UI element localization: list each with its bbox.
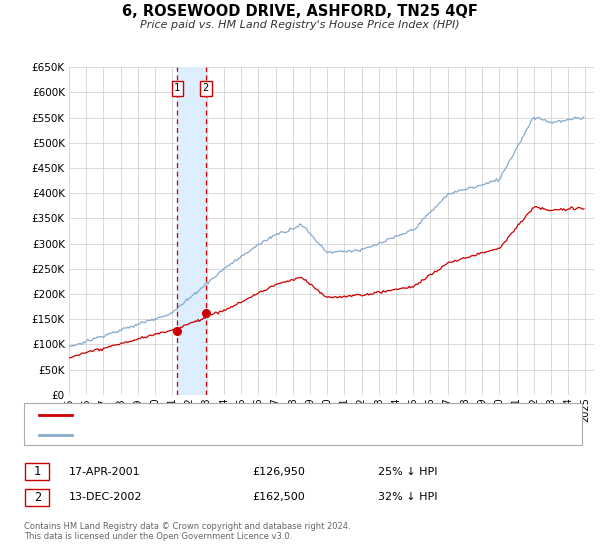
Text: 2: 2 (34, 491, 41, 504)
Text: 25% ↓ HPI: 25% ↓ HPI (378, 466, 437, 477)
Text: This data is licensed under the Open Government Licence v3.0.: This data is licensed under the Open Gov… (24, 532, 292, 541)
Bar (177, 67, 206, 395)
Text: Contains HM Land Registry data © Crown copyright and database right 2024.: Contains HM Land Registry data © Crown c… (24, 522, 350, 531)
Text: Price paid vs. HM Land Registry's House Price Index (HPI): Price paid vs. HM Land Registry's House … (140, 20, 460, 30)
Text: 6, ROSEWOOD DRIVE, ASHFORD, TN25 4QF: 6, ROSEWOOD DRIVE, ASHFORD, TN25 4QF (122, 4, 478, 19)
Text: 1: 1 (34, 465, 41, 478)
Text: 6, ROSEWOOD DRIVE, ASHFORD, TN25 4QF (detached house): 6, ROSEWOOD DRIVE, ASHFORD, TN25 4QF (de… (79, 409, 401, 419)
Text: 1: 1 (174, 83, 181, 94)
Text: 32% ↓ HPI: 32% ↓ HPI (378, 492, 437, 502)
Text: 2: 2 (203, 83, 209, 94)
Text: £126,950: £126,950 (252, 466, 305, 477)
Text: 17-APR-2001: 17-APR-2001 (69, 466, 140, 477)
Text: 13-DEC-2002: 13-DEC-2002 (69, 492, 143, 502)
Text: £162,500: £162,500 (252, 492, 305, 502)
Text: HPI: Average price, detached house, Ashford: HPI: Average price, detached house, Ashf… (79, 430, 313, 440)
